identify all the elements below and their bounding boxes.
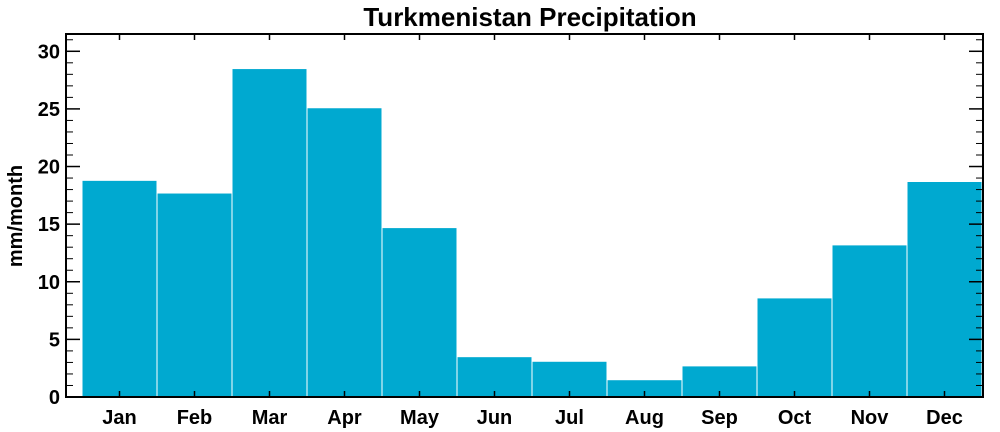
y-tick-label-20: 20 xyxy=(38,157,60,179)
bar-feb xyxy=(156,192,233,398)
x-tick-label-dec: Dec xyxy=(926,407,963,429)
x-tick-label-may: May xyxy=(400,407,440,429)
y-tick-label-25: 25 xyxy=(38,99,60,121)
bar-mar xyxy=(231,68,308,398)
x-tick-label-apr: Apr xyxy=(327,407,362,429)
x-tick-label-oct: Oct xyxy=(778,407,812,429)
bar-dec xyxy=(906,181,983,398)
x-tick-label-feb: Feb xyxy=(177,407,213,429)
x-tick-label-mar: Mar xyxy=(252,407,288,429)
x-tick-label-nov: Nov xyxy=(851,407,890,429)
y-tick-label-15: 15 xyxy=(38,214,60,236)
x-axis-ticks: Jan Feb Mar Apr May Jun Jul Aug Sep Oct Nov Dec xyxy=(102,34,963,429)
x-tick-label-jul: Jul xyxy=(555,407,584,429)
x-tick-label-aug: Aug xyxy=(625,407,664,429)
x-tick-label-jan: Jan xyxy=(102,407,136,429)
bar-nov xyxy=(831,244,908,398)
x-tick-label-sep: Sep xyxy=(701,407,738,429)
plot-frame xyxy=(65,33,984,398)
y-tick-label-10: 10 xyxy=(38,272,60,294)
y-tick-label-5: 5 xyxy=(49,329,60,351)
y-tick-label-0: 0 xyxy=(49,387,60,409)
y-axis-label: mm/month xyxy=(5,165,27,267)
chart-title: Turkmenistan Precipitation xyxy=(363,2,696,32)
bar-jun xyxy=(456,356,533,398)
bar-may xyxy=(381,227,458,398)
x-tick-label-jun: Jun xyxy=(477,407,513,429)
bars-group xyxy=(81,68,983,398)
y-tick-label-30: 30 xyxy=(38,41,60,63)
bar-apr xyxy=(306,107,383,398)
bar-jan xyxy=(81,179,158,398)
bar-oct xyxy=(756,297,833,398)
